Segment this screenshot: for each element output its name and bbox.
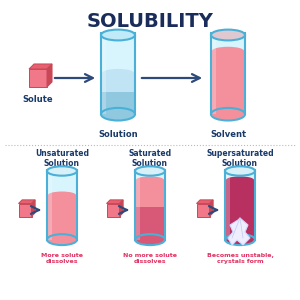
Ellipse shape [212, 108, 244, 121]
Bar [136, 207, 164, 240]
Bar [212, 51, 244, 114]
Text: Becomes unstable,
crystals form: Becomes unstable, crystals form [207, 253, 273, 264]
Text: SOLUBILITY: SOLUBILITY [87, 12, 213, 31]
Polygon shape [106, 200, 123, 203]
Bar [106, 203, 119, 217]
Ellipse shape [225, 234, 255, 245]
Ellipse shape [211, 30, 245, 40]
Bar [29, 69, 47, 87]
Ellipse shape [225, 166, 255, 176]
Bar [48, 195, 76, 240]
Ellipse shape [136, 176, 164, 183]
Ellipse shape [135, 234, 165, 245]
Polygon shape [47, 64, 52, 87]
Polygon shape [119, 200, 123, 217]
Polygon shape [19, 200, 35, 203]
Bar [102, 92, 134, 114]
Polygon shape [156, 220, 159, 236]
Bar [102, 73, 134, 92]
Text: Saturated
Solution: Saturated Solution [128, 149, 172, 168]
Ellipse shape [212, 47, 244, 55]
Text: Solute: Solute [23, 95, 53, 104]
Bar [144, 224, 156, 236]
Text: No more solute
dissolves: No more solute dissolves [123, 253, 177, 264]
Bar [101, 35, 106, 114]
Bar [211, 35, 216, 114]
Text: Supersaturated
Solution: Supersaturated Solution [206, 149, 274, 168]
Text: Unsaturated
Solution: Unsaturated Solution [35, 149, 89, 168]
Bar [47, 171, 77, 240]
Bar [211, 35, 245, 114]
Bar [196, 203, 209, 217]
Text: Solvent: Solvent [210, 130, 246, 139]
Bar [47, 171, 52, 240]
Ellipse shape [101, 30, 135, 40]
Polygon shape [32, 200, 35, 217]
Bar [225, 171, 230, 240]
Ellipse shape [47, 234, 77, 245]
Bar [101, 35, 135, 114]
Bar [135, 171, 165, 240]
Ellipse shape [48, 191, 76, 199]
Bar [135, 171, 140, 240]
Bar [226, 180, 254, 240]
Ellipse shape [101, 108, 135, 121]
Ellipse shape [211, 108, 245, 121]
Text: More solute
dissolves: More solute dissolves [41, 253, 83, 264]
Ellipse shape [226, 176, 254, 183]
Bar [136, 180, 164, 207]
Ellipse shape [102, 108, 134, 121]
Ellipse shape [48, 234, 76, 245]
Polygon shape [144, 220, 159, 224]
Polygon shape [29, 64, 52, 69]
Polygon shape [209, 200, 213, 217]
Ellipse shape [47, 166, 77, 176]
Bar [19, 203, 32, 217]
Polygon shape [228, 218, 250, 245]
Text: Solution: Solution [98, 130, 138, 139]
Ellipse shape [135, 166, 165, 176]
Bar [225, 171, 255, 240]
Ellipse shape [226, 234, 254, 245]
Ellipse shape [136, 234, 164, 245]
Polygon shape [196, 200, 213, 203]
Ellipse shape [102, 69, 134, 77]
